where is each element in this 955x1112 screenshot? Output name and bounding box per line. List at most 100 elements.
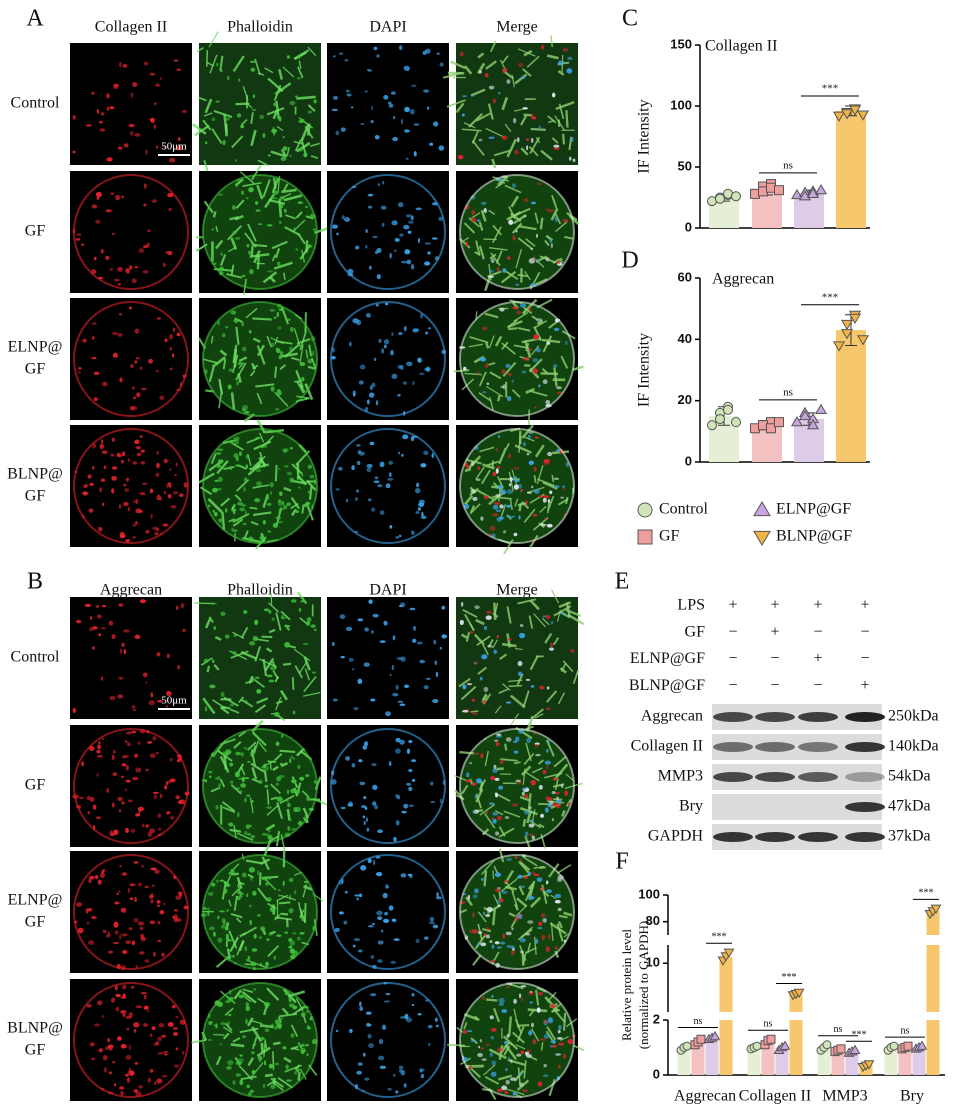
stain-dot: [489, 940, 493, 944]
fiber: [290, 508, 297, 517]
stain-dot: [95, 219, 101, 224]
fiber: [492, 495, 512, 500]
fiber: [536, 465, 544, 485]
stain-dot: [551, 791, 556, 795]
stain-dot: [262, 520, 266, 525]
stain-dot: [252, 94, 256, 99]
stain-dot: [528, 431, 534, 434]
stain-dot: [152, 791, 159, 795]
fiber: [208, 31, 219, 48]
stain-dot: [289, 758, 292, 763]
stain-dot: [111, 802, 115, 808]
fiber: [229, 708, 240, 714]
blot-band: [798, 772, 838, 782]
fiber: [528, 146, 539, 157]
stain-dot: [538, 921, 543, 927]
stain-dot: [398, 534, 402, 538]
fiber: [554, 950, 560, 959]
fiber: [275, 612, 282, 631]
significance-label: ***: [919, 888, 934, 899]
fiber: [256, 419, 266, 434]
fiber: [219, 778, 226, 788]
x-tick-label: Aggrecan: [674, 1088, 736, 1105]
stain-dot: [140, 449, 145, 453]
blot-band: [755, 742, 795, 752]
stain-dot: [139, 366, 143, 370]
stain-dot: [158, 1022, 165, 1028]
fiber: [272, 765, 279, 772]
stain-dot: [115, 993, 121, 998]
fiber: [499, 59, 506, 69]
fiber: [522, 818, 527, 827]
stain-dot: [125, 1015, 130, 1019]
stain-dot: [557, 1029, 561, 1034]
stain-dot: [252, 1043, 256, 1046]
fiber: [305, 349, 309, 359]
stain-dot: [216, 463, 222, 469]
fiber: [504, 123, 512, 133]
fiber: [232, 55, 245, 72]
stain-dot: [118, 676, 124, 680]
fiber: [548, 1078, 556, 1097]
stain-dot: [222, 920, 226, 926]
stain-dot: [393, 938, 400, 941]
stain-dot: [278, 468, 281, 471]
fiber: [509, 694, 526, 709]
stain-dot: [124, 788, 128, 792]
stain-dot: [497, 435, 501, 439]
stain-dot: [406, 748, 411, 755]
stain-dot: [121, 763, 127, 767]
stain-dot: [232, 230, 237, 234]
stain-dot: [473, 888, 479, 894]
stain-dot: [137, 741, 141, 745]
stain-dot: [241, 274, 246, 278]
stain-dot: [419, 1068, 425, 1072]
stain-dot: [367, 69, 373, 72]
stain-dot: [553, 146, 560, 151]
stain-dot: [492, 768, 498, 773]
stain-dot: [226, 1065, 232, 1070]
stain-dot: [352, 944, 356, 948]
stain-dot: [524, 831, 529, 837]
stain-dot: [239, 507, 246, 512]
fiber: [484, 812, 496, 829]
stain-dot: [148, 358, 154, 364]
stain-dot: [363, 796, 367, 800]
stain-dot: [370, 698, 376, 702]
stain-dot: [94, 874, 99, 880]
legend-marker: [637, 529, 653, 545]
stain-dot: [523, 876, 528, 880]
stain-dot: [526, 145, 529, 151]
stain-dot: [366, 399, 370, 405]
stain-dot: [557, 877, 563, 883]
stain-dot: [388, 761, 392, 766]
micrograph: [70, 725, 192, 847]
stain-dot: [401, 810, 407, 814]
fiber: [203, 112, 213, 117]
stain-dot: [277, 261, 281, 266]
stain-dot: [298, 486, 301, 489]
fiber: [252, 317, 272, 321]
stain-dot: [495, 831, 500, 836]
stain-dot: [554, 893, 562, 899]
stain-dot: [133, 918, 139, 923]
fiber: [303, 676, 317, 693]
stain-dot: [91, 204, 98, 209]
fiber: [463, 494, 474, 506]
fiber: [492, 1007, 501, 1023]
stain-dot: [408, 768, 413, 773]
stain-dot: [537, 1081, 543, 1087]
stain-dot: [257, 914, 261, 917]
fiber: [297, 591, 308, 605]
stain-dot: [235, 751, 242, 756]
stain-dot: [477, 1052, 483, 1058]
stain-dot: [504, 1090, 509, 1095]
stain-dot: [511, 949, 515, 956]
stain-dot: [285, 318, 291, 321]
stain-dot: [217, 915, 220, 920]
stain-dot: [121, 949, 128, 955]
stain-dot: [513, 740, 518, 743]
stain-dot: [225, 117, 231, 121]
stain-dot: [518, 993, 522, 999]
fiber: [463, 237, 470, 242]
